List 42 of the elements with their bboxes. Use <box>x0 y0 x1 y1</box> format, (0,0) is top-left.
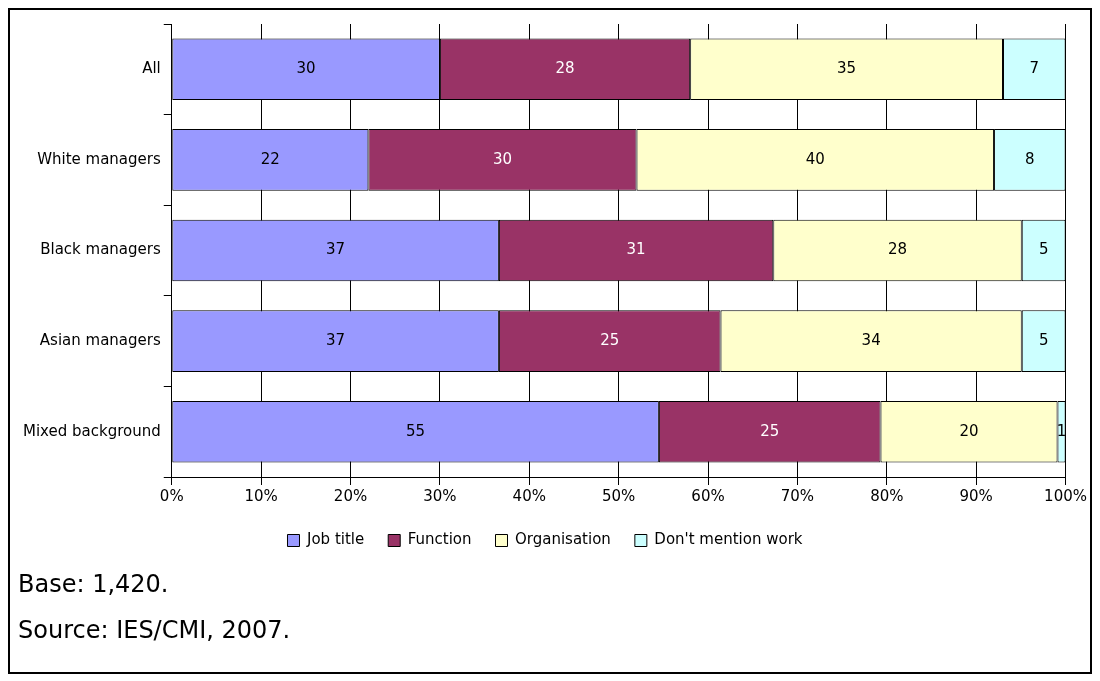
x-tick-label: 40% <box>512 486 546 505</box>
x-tick-label: 30% <box>423 486 457 505</box>
data-label: 5 <box>1038 240 1049 259</box>
text: Base: 1,420. <box>18 569 170 600</box>
x-tick-label: 50% <box>601 486 636 505</box>
data-label: 7 <box>1029 59 1040 78</box>
x-tick-label: 70% <box>780 486 815 505</box>
data-label: 37 <box>326 240 346 259</box>
data-label: 25 <box>600 330 620 349</box>
data-label: 5 <box>1038 330 1049 349</box>
x-tick-label: 90% <box>959 486 993 505</box>
x-tick-label: 10% <box>244 486 278 505</box>
x-tick-label: 20% <box>333 486 368 505</box>
x-tick-label: 100% <box>1044 486 1087 505</box>
data-label: 55 <box>406 421 426 440</box>
data-label: 28 <box>887 240 908 259</box>
y-tick-label: Mixed background <box>23 421 161 440</box>
x-tick-label: 60% <box>691 486 725 505</box>
data-label: 30 <box>296 59 316 78</box>
y-tick-label: White managers <box>37 149 161 168</box>
data-label: 20 <box>959 421 979 440</box>
data-label: 30 <box>492 149 513 168</box>
data-label: 25 <box>760 421 780 440</box>
legend-label: Don't mention work <box>654 530 803 549</box>
data-label: 22 <box>260 149 280 168</box>
legend-label: Function <box>407 530 472 549</box>
source-note: Source: IES/CMI, 2007. <box>18 615 292 646</box>
data-label: 35 <box>837 59 857 78</box>
data-label: 8 <box>1025 149 1035 168</box>
x-tick-label: 0% <box>159 486 184 505</box>
data-label: 37 <box>326 330 346 349</box>
data-label: 34 <box>861 330 881 349</box>
y-tick-label: Black managers <box>40 240 161 259</box>
legend-label: Organisation <box>515 530 611 549</box>
data-label: 28 <box>555 59 575 78</box>
legend-label: Job title <box>306 530 365 549</box>
y-tick-label: All <box>142 59 161 78</box>
data-label: 1 <box>1056 421 1067 440</box>
y-tick-label: Asian managers <box>39 330 161 349</box>
x-tick-label: 80% <box>870 486 904 505</box>
data-label: 40 <box>805 149 825 168</box>
data-label: 31 <box>626 240 646 259</box>
